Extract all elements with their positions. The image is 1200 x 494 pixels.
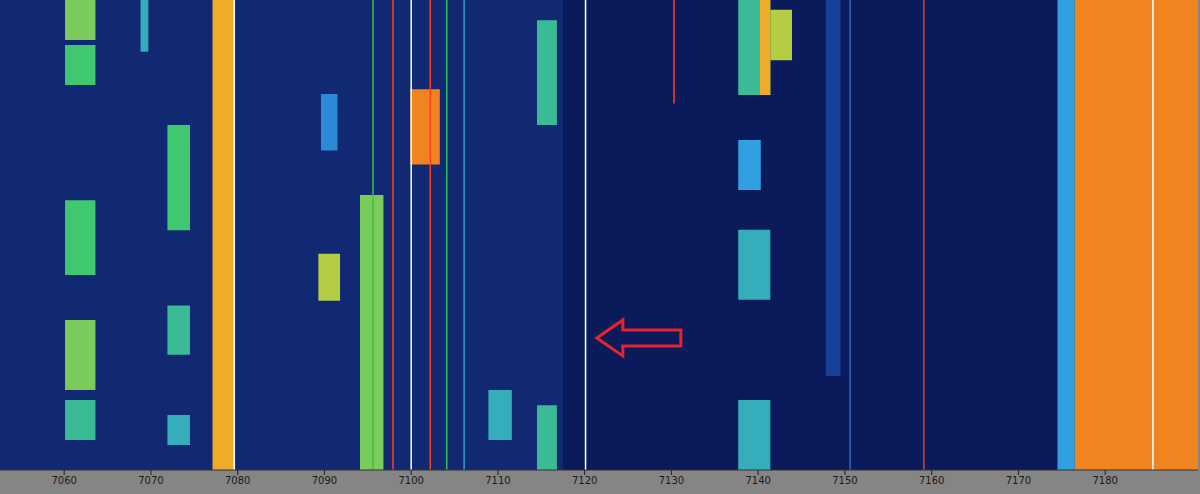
- svg-text:7180: 7180: [1092, 475, 1117, 486]
- svg-text:7160: 7160: [919, 475, 944, 486]
- svg-text:7100: 7100: [398, 475, 423, 486]
- svg-text:7060: 7060: [51, 475, 76, 486]
- svg-text:7110: 7110: [485, 475, 510, 486]
- svg-text:7150: 7150: [832, 475, 857, 486]
- svg-text:7120: 7120: [572, 475, 597, 486]
- svg-text:7170: 7170: [1006, 475, 1031, 486]
- svg-text:7080: 7080: [225, 475, 250, 486]
- svg-text:7070: 7070: [138, 475, 163, 486]
- svg-text:7130: 7130: [659, 475, 684, 486]
- svg-text:7090: 7090: [312, 475, 337, 486]
- svg-text:7140: 7140: [745, 475, 770, 486]
